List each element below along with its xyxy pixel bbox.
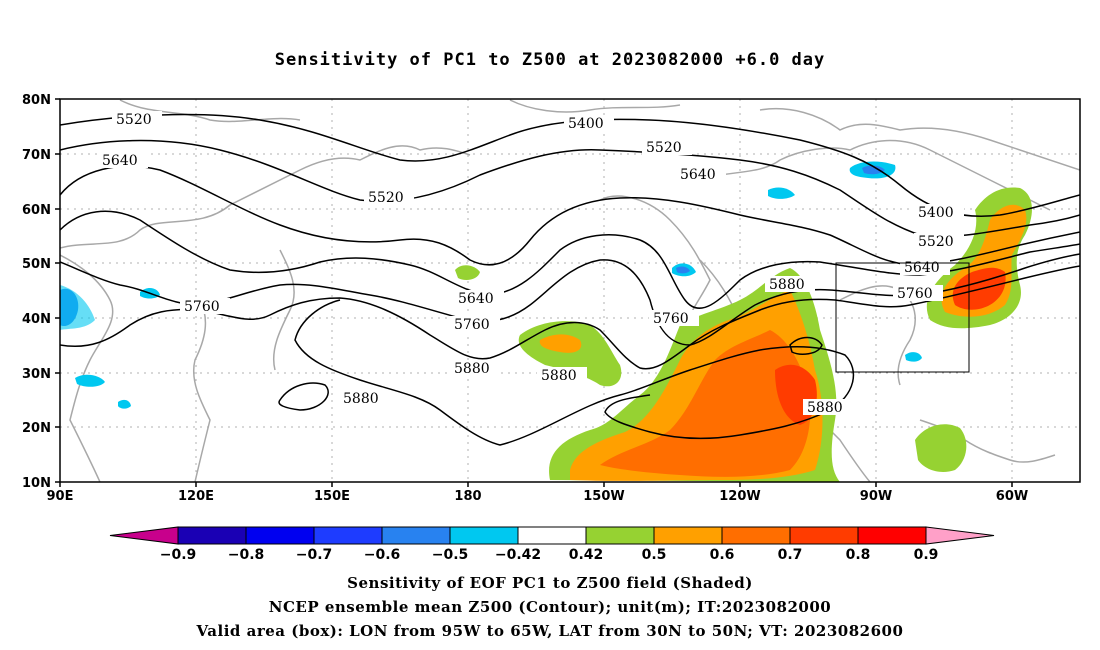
sensitivity-shading [455, 187, 1032, 482]
colorbar-tick-label: −0.9 [160, 547, 197, 563]
colorbar-end-low [109, 526, 179, 545]
colorbar-tick-label: 0.6 [710, 547, 735, 563]
valid-area-box [835, 262, 970, 373]
colorbar-swatch [789, 526, 859, 545]
contour-label: 5880 [454, 361, 490, 377]
lon-label: 120W [719, 489, 760, 504]
contour-label: 5640 [458, 291, 494, 307]
colorbar-tick-label: −0.5 [432, 547, 469, 563]
contour-label: 5520 [368, 190, 404, 206]
lat-label: 70N [22, 148, 51, 163]
lat-label: 80N [22, 93, 51, 108]
lon-label: 90W [860, 489, 892, 504]
colorbar-swatch [245, 526, 315, 545]
colorbar-swatch [449, 526, 519, 545]
map-frame [59, 98, 1081, 483]
colorbar-swatch [653, 526, 723, 545]
lat-label: 50N [22, 257, 51, 272]
contour-label: 5880 [769, 277, 805, 293]
contour-label: 5400 [568, 116, 604, 132]
coastlines [60, 99, 1080, 482]
contour-label: 5520 [116, 112, 152, 128]
colorbar-swatch [381, 526, 451, 545]
colorbar-end-high [925, 526, 995, 545]
colorbar-swatch [177, 526, 247, 545]
colorbar: −0.9 −0.8 −0.7 −0.6 −0.5 −0.42 0.42 0.5 0.6 0.7 0.… [109, 526, 995, 563]
latitude-labels: 80N 70N 60N 50N 40N 30N 20N 10N [22, 93, 51, 491]
lon-label: 90E [47, 489, 74, 504]
lat-label: 60N [22, 203, 51, 218]
lat-label: 40N [22, 312, 51, 327]
lon-label: 120E [178, 489, 214, 504]
colorbar-tick-label: −0.8 [228, 547, 265, 563]
axis-ticks [55, 98, 1013, 487]
footer-line-2: NCEP ensemble mean Z500 (Contour); unit(… [268, 598, 832, 616]
contour-label: 5520 [646, 140, 682, 156]
colorbar-swatch [517, 526, 587, 545]
contour-label: 5760 [653, 311, 689, 327]
lat-label: 10N [22, 476, 51, 491]
lat-label: 30N [22, 367, 51, 382]
footer-line-3: Valid area (box): LON from 95W to 65W, L… [196, 622, 904, 640]
colorbar-tick-label: −0.7 [296, 547, 333, 563]
colorbar-tick-label: 0.7 [778, 547, 803, 563]
negative-sensitivity-shading [60, 161, 922, 409]
contour-label: 5640 [904, 260, 940, 276]
contour-label: 5760 [184, 299, 220, 315]
contour-label: 5880 [343, 391, 379, 407]
colorbar-tick-label: 0.42 [569, 547, 604, 563]
footer-line-1: Sensitivity of EOF PC1 to Z500 field (Sh… [347, 574, 753, 592]
lon-label: 180 [454, 489, 481, 504]
contour-label: 5640 [102, 153, 138, 169]
lon-label: 150E [314, 489, 350, 504]
contour-label: 5880 [541, 368, 577, 384]
colorbar-tick-label: −0.6 [364, 547, 401, 563]
colorbar-swatch [313, 526, 383, 545]
lon-label: 150W [583, 489, 624, 504]
map-plot-area: 5520 5640 5760 5520 5400 5520 5640 5640 … [60, 99, 1080, 482]
contour-label: 5400 [918, 205, 954, 221]
contour-label: 5640 [680, 167, 716, 183]
colorbar-swatch [585, 526, 655, 545]
map-title: Sensitivity of PC1 to Z500 at 2023082000… [274, 50, 826, 70]
colorbar-tick-label: 0.8 [846, 547, 871, 563]
contour-label: 5880 [807, 400, 843, 416]
colorbar-tick-label: −0.42 [495, 547, 541, 563]
contour-labels: 5520 5640 5760 5520 5400 5520 5640 5640 … [98, 111, 964, 416]
colorbar-swatch [721, 526, 791, 545]
longitude-labels: 90E 120E 150E 180 150W 120W 90W 60W [47, 489, 1029, 504]
contour-label: 5760 [897, 286, 933, 302]
lat-label: 20N [22, 421, 51, 436]
contour-label: 5760 [454, 317, 490, 333]
lon-label: 60W [996, 489, 1028, 504]
colorbar-tick-label: 0.5 [642, 547, 667, 563]
colorbar-swatch [857, 526, 927, 545]
contour-label: 5520 [918, 234, 954, 250]
colorbar-tick-label: 0.9 [914, 547, 939, 563]
